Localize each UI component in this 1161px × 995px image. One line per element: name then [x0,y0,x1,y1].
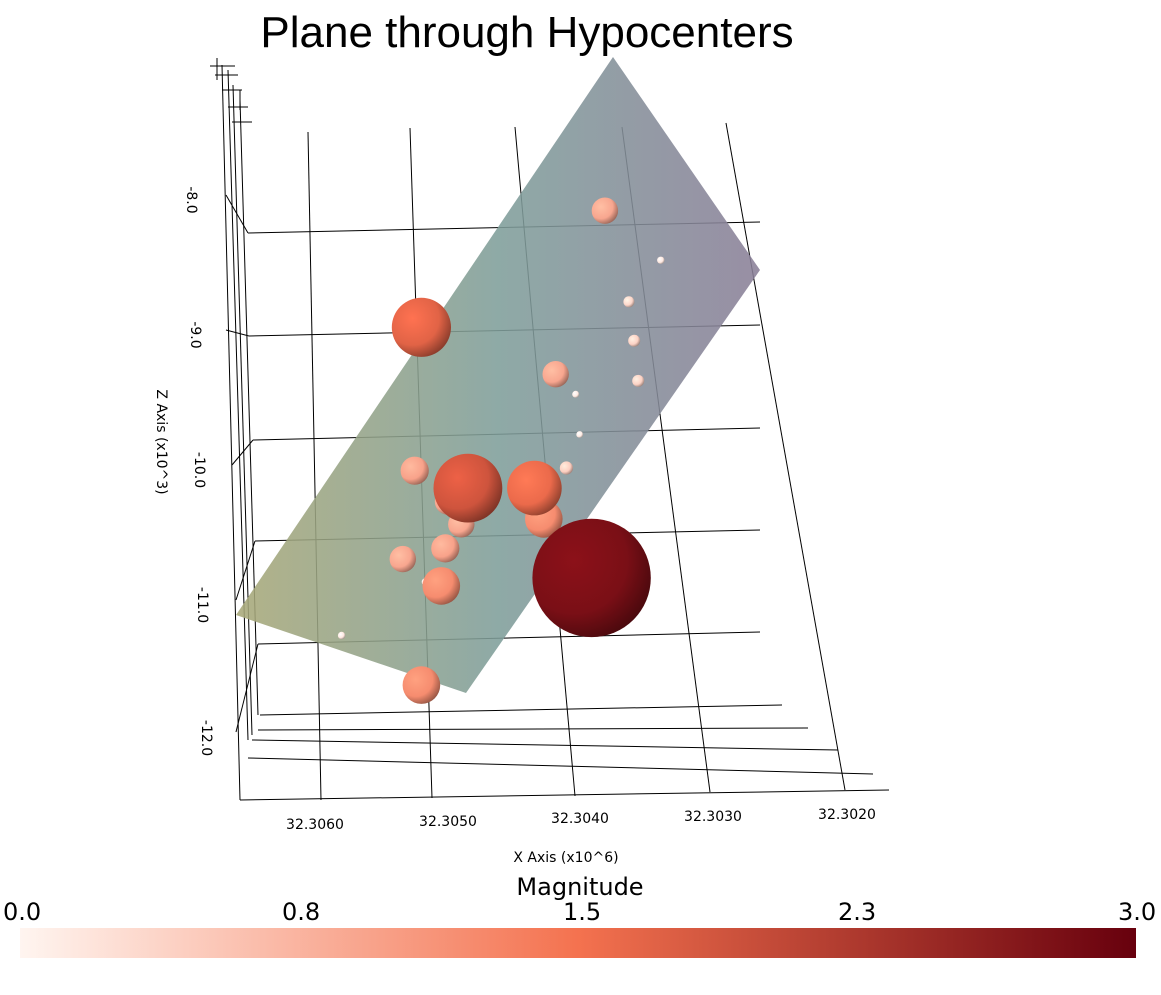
grid-vertical-line [725,122,846,791]
axis-ticks: 32.3060 32.3050 32.3040 32.3030 32.3020 -8.0 -… [183,186,876,833]
grid-side-line [225,329,250,337]
z-axis-title: Z Axis (x10^3) [153,389,169,494]
colorbar-label-0.8: 0.8 [282,898,321,926]
colorbar [20,928,1136,958]
hypocenter-sphere [532,518,651,638]
colorbar-label-max: 3.0 [1118,898,1157,926]
colorbar-label-1.5: 1.5 [563,898,602,926]
hypocenter-sphere [632,374,645,387]
z-tick-label: -11.0 [194,587,210,623]
hypocenter-sphere [576,431,584,438]
colorbar-label-2.3: 2.3 [838,898,877,926]
x-tick-label: 32.3020 [818,807,876,823]
grid-side-line [235,540,256,601]
grid-side-line [225,194,249,234]
hypocenter-sphere [422,567,461,605]
scatter-3d-plot: 32.3060 32.3050 32.3040 32.3030 32.3020 -8.0 -… [153,57,890,866]
hypocenter-sphere [623,296,635,308]
box-edge-line [221,64,241,801]
z-tick-label: -9.0 [187,321,203,348]
fitted-plane [236,57,760,693]
z-tick-label: -8.0 [183,186,199,213]
floor-edge-line [251,739,839,751]
x-axis-title: X Axis (x10^6) [513,850,618,866]
hypocenter-sphere [402,666,441,704]
box-edge-line [227,69,249,741]
grid-side-line [235,643,259,733]
hypocenter-sphere [337,631,346,640]
hypocenter-sphere [400,456,429,485]
x-tick-label: 32.3030 [684,809,742,825]
hypocenter-sphere [591,197,619,224]
hypocenter-sphere [559,461,574,475]
colorbar-title: Magnitude [516,873,644,901]
hypocenter-sphere [389,545,416,573]
hypocenter-sphere [542,361,569,388]
hypocenter-sphere [391,297,451,357]
hypocenter-points [337,197,665,704]
hypocenter-sphere [431,534,460,563]
floor-edge-line [257,727,809,731]
x-tick-label: 32.3050 [419,814,477,830]
hypocenter-sphere [657,256,665,264]
hypocenter-sphere [628,334,641,347]
grid-horizontal-line [259,704,783,716]
hypocenter-sphere [507,460,562,516]
z-tick-label: -12.0 [198,720,214,756]
hypocenter-sphere [572,390,580,398]
x-tick-label: 32.3040 [551,811,609,827]
colorbar-label-min: 0.0 [3,898,42,926]
hypocenter-sphere [433,453,503,523]
grid-side-line [231,439,254,466]
floor-edge-line [247,757,874,775]
z-tick-label: -10.0 [191,452,207,488]
grid-vertical-line [307,131,322,801]
x-tick-label: 32.3060 [286,817,344,833]
floor-edge-line [239,789,890,801]
chart-title: Plane through Hypocenters [260,8,794,57]
box-edge-line [232,84,253,736]
